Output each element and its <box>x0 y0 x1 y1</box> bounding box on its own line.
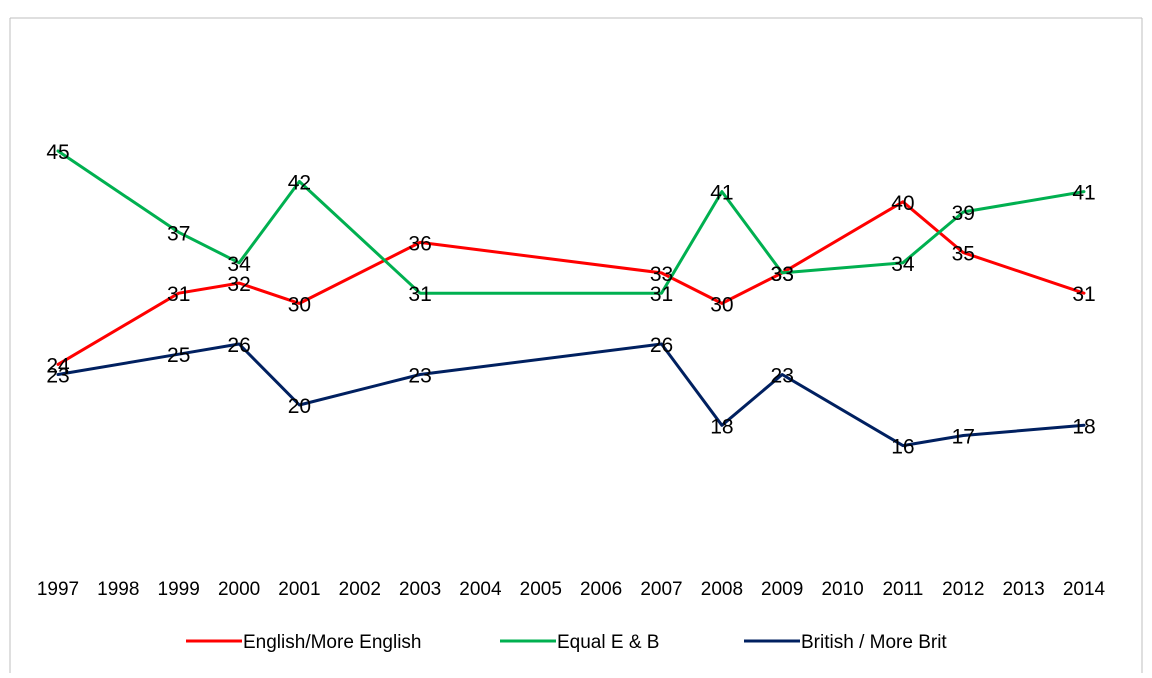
data-label-0-3: 30 <box>288 293 311 316</box>
data-label-0-1: 31 <box>167 283 190 306</box>
data-label-0-7: 33 <box>771 263 794 286</box>
data-label-2-1: 25 <box>167 344 190 367</box>
legend-label-1: Equal E & B <box>557 632 659 653</box>
x-tick-label: 2011 <box>882 579 923 600</box>
data-label-0-0: 24 <box>46 354 70 377</box>
data-label-1-4: 31 <box>408 283 431 306</box>
data-label-1-2: 34 <box>227 253 251 276</box>
x-tick-label: 2010 <box>821 579 863 600</box>
data-label-0-4: 36 <box>408 232 431 255</box>
data-label-1-7: 33 <box>771 263 794 286</box>
x-tick-label: 2005 <box>520 579 562 600</box>
data-label-1-3: 42 <box>288 172 311 195</box>
x-tick-label: 2012 <box>942 579 984 600</box>
chart-title-fragment <box>0 0 1152 10</box>
x-tick-label: 2007 <box>640 579 682 600</box>
x-tick-label: 2000 <box>218 579 260 600</box>
legend-label-0: English/More English <box>243 632 421 653</box>
x-tick-label: 2006 <box>580 579 622 600</box>
series-line-1 <box>56 149 1086 295</box>
data-label-1-9: 39 <box>952 202 975 225</box>
data-label-0-8: 40 <box>891 192 914 215</box>
x-tick-label: 2001 <box>278 579 320 600</box>
legend-label-2: British / More Brit <box>801 632 947 653</box>
data-label-0-10: 31 <box>1072 283 1095 306</box>
series-line-0 <box>56 200 1086 366</box>
data-label-1-0: 45 <box>46 141 69 164</box>
legend: English/More English Equal E & B British /… <box>186 632 947 653</box>
data-label-0-9: 35 <box>952 243 975 266</box>
x-tick-label: 1997 <box>37 579 79 600</box>
data-label-1-10: 41 <box>1072 182 1095 205</box>
data-label-2-9: 17 <box>952 426 975 449</box>
x-tick-label: 2013 <box>1002 579 1044 600</box>
data-label-2-10: 18 <box>1072 415 1095 438</box>
data-label-1-1: 37 <box>167 222 190 245</box>
x-tick-label: 2002 <box>339 579 381 600</box>
x-tick-label: 1999 <box>158 579 200 600</box>
series-line-2 <box>56 342 1086 448</box>
x-tick-label: 2014 <box>1063 579 1106 600</box>
x-axis-labels: 1997 1998 1999 2000 2001 2002 2003 2004 2005 2006… <box>37 579 1106 600</box>
data-label-2-4: 23 <box>408 365 431 388</box>
data-label-1-8: 34 <box>891 253 915 276</box>
data-label-1-6: 41 <box>710 182 733 205</box>
data-label-2-6: 18 <box>710 415 733 438</box>
x-tick-label: 2009 <box>761 579 803 600</box>
x-tick-label: 1998 <box>97 579 139 600</box>
x-tick-label: 2003 <box>399 579 441 600</box>
data-label-0-2: 32 <box>227 273 250 296</box>
data-label-0-6: 30 <box>710 293 733 316</box>
data-label-1-5: 31 <box>650 283 673 306</box>
x-tick-label: 2004 <box>459 579 502 600</box>
data-label-0-5: 33 <box>650 263 673 286</box>
data-label-2-5: 26 <box>650 334 673 357</box>
data-label-2-0: 23 <box>46 365 69 388</box>
data-label-2-7: 23 <box>771 365 794 388</box>
x-tick-label: 2008 <box>701 579 743 600</box>
data-label-2-8: 16 <box>891 436 914 459</box>
data-label-2-2: 26 <box>227 334 250 357</box>
data-label-2-3: 20 <box>288 395 311 418</box>
